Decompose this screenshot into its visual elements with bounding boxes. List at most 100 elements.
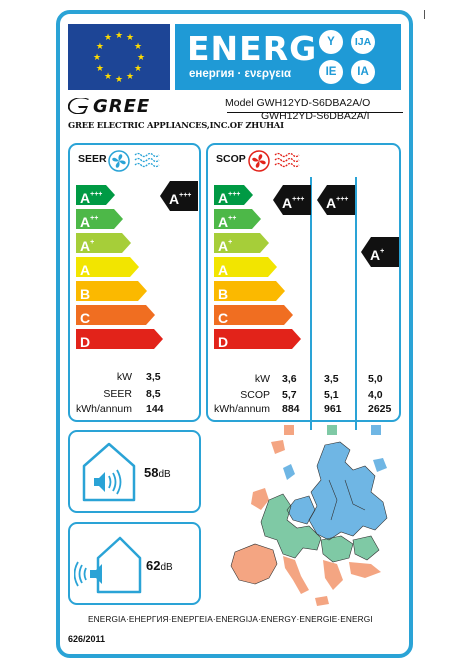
scop-class-bar-4: B bbox=[214, 281, 285, 302]
brand-name: GREE bbox=[93, 95, 151, 117]
eu-flag-star: ★ bbox=[92, 51, 102, 62]
country-borders bbox=[230, 441, 388, 585]
eu-flag-star: ★ bbox=[114, 29, 124, 40]
scop-label-annual: kWh/annum bbox=[213, 403, 270, 415]
scop-class-label-6: D bbox=[218, 334, 229, 350]
seer-class-label-3: A bbox=[80, 262, 91, 278]
gree-logo-icon bbox=[68, 98, 89, 114]
scop-value-scop-warmer: 5,1 bbox=[324, 389, 339, 401]
scop-class-bar-5: C bbox=[214, 305, 293, 326]
scop-label-kw: kW bbox=[254, 373, 270, 385]
eu-flag-star: ★ bbox=[95, 62, 104, 73]
class-arrow-shape bbox=[76, 281, 147, 301]
brand: GREE bbox=[68, 95, 151, 117]
eu-flag-star: ★ bbox=[103, 70, 113, 81]
rating-arrow-shape bbox=[361, 237, 399, 267]
eu-flag-star: ★ bbox=[136, 51, 146, 62]
climate-zone-warmer-swatch bbox=[327, 425, 337, 435]
energy-band: ENERG енергия · ενεργεια Y IJA IE IA bbox=[175, 24, 401, 90]
cold-air-waves-icon bbox=[134, 152, 160, 168]
climate-zone-average-swatch bbox=[284, 425, 294, 435]
seer-panel: SEER A+++ A++ A+ A B C D A+++ kW 3,5 SEER 8,5 … bbox=[68, 143, 201, 422]
eu-flag-star: ★ bbox=[125, 70, 135, 81]
scop-class-label-3: A bbox=[218, 262, 229, 278]
scop-rating-class-colder: A+ bbox=[370, 247, 385, 263]
scop-value-kw-warmer: 3,5 bbox=[324, 373, 339, 385]
model-line-outdoor: Model GWH12YD-S6DBA2A/O bbox=[225, 97, 371, 109]
scop-class-label-4: B bbox=[218, 286, 229, 302]
europe-climate-map bbox=[230, 440, 388, 606]
seer-class-label-0: A+++ bbox=[80, 190, 103, 206]
regulation-number: 626/2011 bbox=[68, 634, 106, 644]
scop-value-scop-average: 5,7 bbox=[282, 389, 297, 401]
class-arrow-shape bbox=[214, 329, 301, 349]
scop-column-divider-1 bbox=[310, 177, 312, 430]
scop-rating-arrow-colder: A+ bbox=[361, 237, 399, 267]
scop-label-scop: SCOP bbox=[240, 389, 270, 401]
seer-rating-arrow: A+++ bbox=[160, 181, 198, 211]
seer-class-bar-6: D bbox=[76, 329, 163, 350]
seer-value-kw: 3,5 bbox=[146, 371, 161, 383]
lang-code-ie: IE bbox=[319, 60, 343, 84]
class-arrow-shape bbox=[214, 305, 293, 325]
outdoor-noise-panel: 62dB bbox=[68, 522, 201, 605]
scop-rating-class-average: A+++ bbox=[282, 195, 305, 211]
class-arrow-shape bbox=[214, 257, 277, 277]
seer-rating-class: A+++ bbox=[169, 191, 192, 207]
colder-zone-shape bbox=[283, 442, 387, 540]
scop-value-scop-colder: 4,0 bbox=[368, 389, 383, 401]
scop-class-bar-2: A+ bbox=[214, 233, 269, 254]
class-arrow-shape bbox=[76, 305, 155, 325]
seer-class-label-6: D bbox=[80, 334, 91, 350]
seer-class-label-5: C bbox=[80, 310, 91, 326]
class-arrow-shape bbox=[76, 233, 131, 253]
eu-flag: ★ ★ ★ ★ ★ ★ ★ ★ ★ ★ ★ ★ bbox=[68, 24, 170, 90]
cooling-fan-icon bbox=[108, 150, 130, 172]
seer-class-bar-4: B bbox=[76, 281, 147, 302]
eu-flag-star: ★ bbox=[95, 40, 104, 51]
class-arrow-shape bbox=[214, 209, 261, 229]
scop-class-label-5: C bbox=[218, 310, 229, 326]
seer-class-bar-5: C bbox=[76, 305, 155, 326]
eu-flag-star: ★ bbox=[103, 32, 113, 43]
class-arrow-shape bbox=[76, 329, 163, 349]
scop-class-label-0: A+++ bbox=[218, 190, 241, 206]
scop-value-annual-average: 884 bbox=[282, 403, 300, 415]
seer-class-label-2: A+ bbox=[80, 238, 95, 254]
seer-class-bar-3: A bbox=[76, 257, 139, 278]
supplier-name: GREE ELECTRIC APPLIANCES,INC.OF ZHUHAI bbox=[68, 120, 284, 130]
seer-class-bar-0: A+++ bbox=[76, 185, 115, 206]
seer-class-label-4: B bbox=[80, 286, 91, 302]
warmer-zone-shape bbox=[231, 440, 381, 606]
seer-class-bar-1: A++ bbox=[76, 209, 123, 230]
indoor-noise-panel: 58dB bbox=[68, 430, 201, 513]
scop-column-divider-2 bbox=[355, 177, 357, 430]
class-arrow-shape bbox=[76, 185, 115, 205]
model-identifier: Model GWH12YD-S6DBA2A/O GWH12YD-S6DBA2A/… bbox=[225, 97, 370, 123]
heating-fan-icon bbox=[248, 150, 270, 172]
climate-zone-colder-swatch bbox=[371, 425, 381, 435]
lang-code-y: Y bbox=[319, 30, 343, 54]
seer-value-annual: 144 bbox=[146, 403, 164, 415]
rating-arrow-shape bbox=[273, 185, 311, 215]
seer-title: SEER bbox=[78, 153, 107, 165]
outdoor-unit-house-icon bbox=[74, 536, 142, 594]
eu-flag-star: ★ bbox=[125, 32, 135, 43]
class-arrow-shape bbox=[214, 233, 269, 253]
scop-rating-arrow-average: A+++ bbox=[273, 185, 311, 215]
rating-arrow-shape bbox=[317, 185, 355, 215]
class-arrow-shape bbox=[214, 185, 253, 205]
seer-value-seer: 8,5 bbox=[146, 388, 161, 400]
scop-class-bar-3: A bbox=[214, 257, 277, 278]
crop-mark bbox=[424, 10, 425, 19]
seer-label-annual: kWh/annum bbox=[75, 403, 132, 415]
class-arrow-shape bbox=[214, 281, 285, 301]
rating-arrow-shape bbox=[160, 181, 198, 211]
lang-code-ija: IJA bbox=[351, 30, 375, 54]
scop-value-kw-average: 3,6 bbox=[282, 373, 297, 385]
scop-rating-class-warmer: A+++ bbox=[326, 195, 349, 211]
outdoor-noise-level: 62dB bbox=[146, 558, 173, 573]
average-zone-shape bbox=[261, 494, 379, 562]
eu-flag-star: ★ bbox=[114, 73, 124, 84]
model-line-indoor: GWH12YD-S6DBA2A/I bbox=[261, 110, 370, 122]
